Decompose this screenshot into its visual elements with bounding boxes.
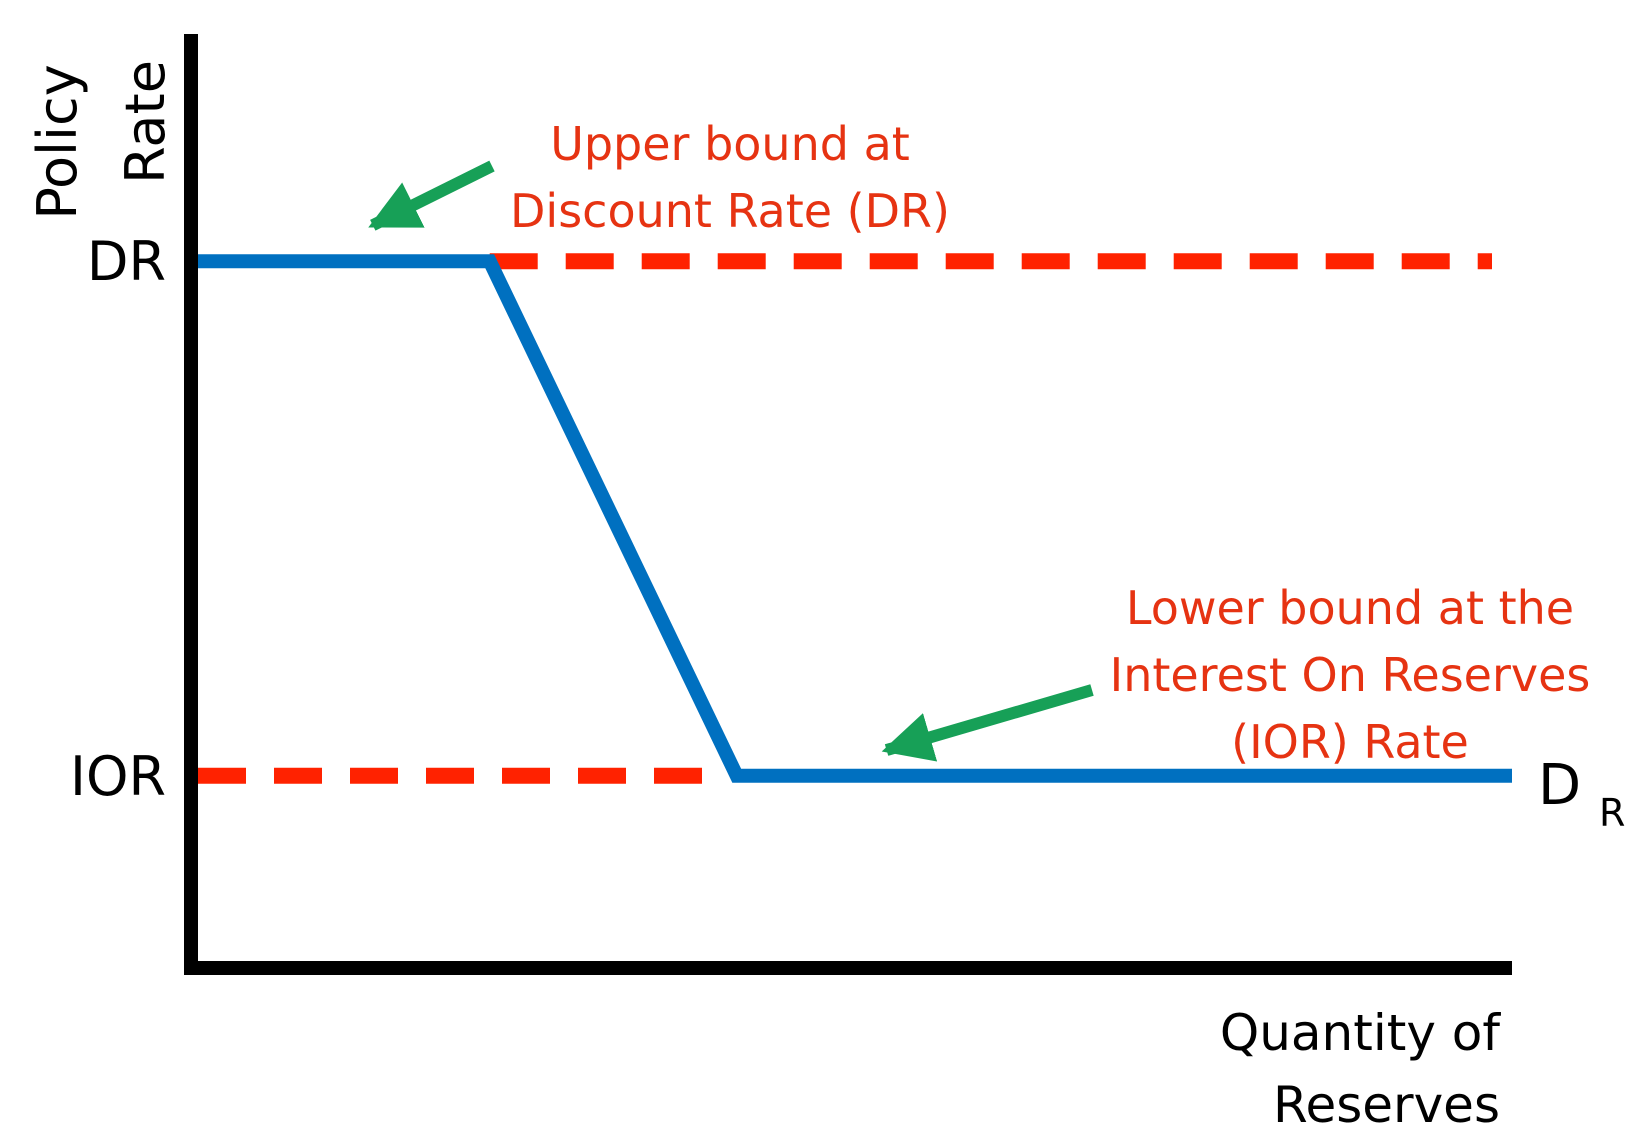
reference-lines bbox=[198, 253, 1492, 784]
upper-bound-arrow bbox=[368, 160, 495, 231]
annotation-lower-line1: Lower bound at the bbox=[1126, 581, 1574, 635]
annotation-upper-bound: Upper bound at Discount Rate (DR) bbox=[368, 117, 950, 238]
lower-bound-arrow bbox=[881, 684, 1094, 762]
series-layer bbox=[198, 254, 1512, 783]
x-axis-title-line2: Reserves bbox=[1273, 1076, 1500, 1134]
annotation-lower-bound: Lower bound at the Interest On Reserves … bbox=[881, 581, 1591, 769]
y-axis-title-line2: Rate bbox=[114, 60, 177, 184]
y-tick-label-dr: DR bbox=[87, 230, 166, 293]
series-label-dr: D R bbox=[1538, 753, 1625, 835]
y-axis-title-line1: Policy bbox=[26, 64, 89, 219]
annotation-lower-line3: (IOR) Rate bbox=[1231, 715, 1469, 769]
x-axis-title-line1: Quantity of bbox=[1220, 1004, 1502, 1062]
y-tick-label-ior: IOR bbox=[70, 745, 166, 808]
annotation-upper-line2: Discount Rate (DR) bbox=[510, 184, 950, 238]
demand-curve-line bbox=[198, 254, 1512, 783]
series-label-main: D bbox=[1538, 753, 1581, 818]
annotation-lower-line2: Interest On Reserves bbox=[1110, 648, 1591, 702]
series-label-subscript: R bbox=[1599, 791, 1625, 835]
annotation-upper-line1: Upper bound at bbox=[550, 117, 910, 171]
